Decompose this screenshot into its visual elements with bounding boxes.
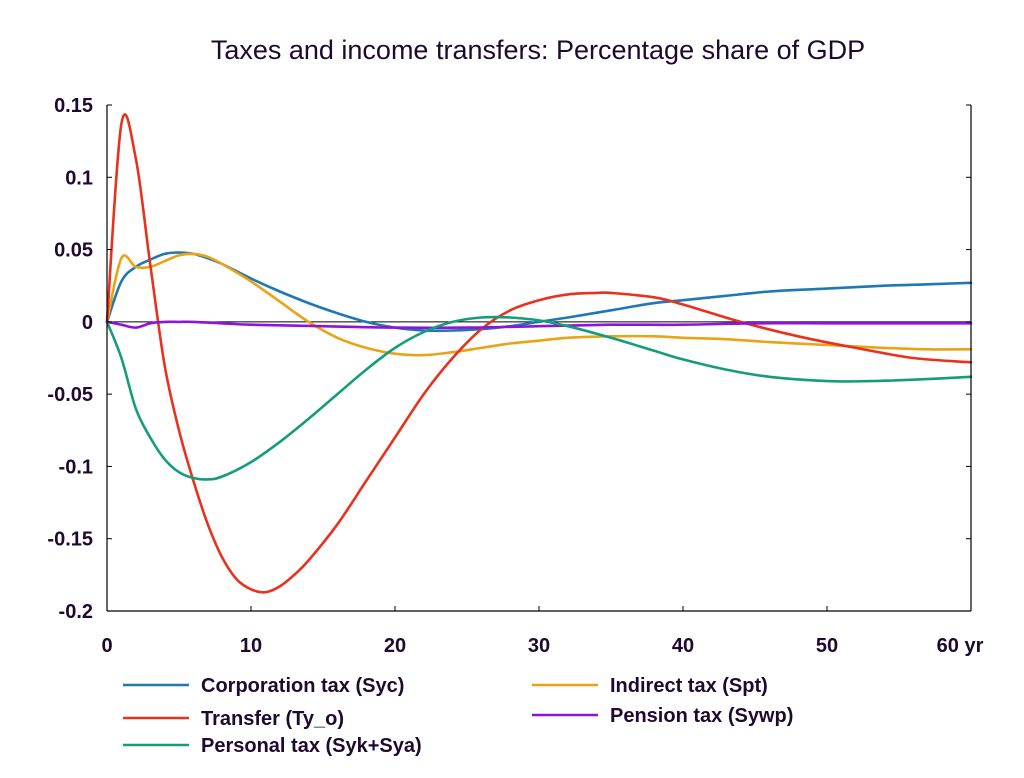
x-tick-label: 0: [101, 635, 112, 657]
legend-label-4: Pension tax (Sywp): [610, 705, 793, 727]
legend: Corporation tax (Syc) Indirect tax (Spt) T…: [123, 675, 793, 757]
legend-label-2: Indirect tax (Spt): [610, 675, 768, 697]
x-tick-label: 20: [384, 635, 406, 657]
plot-area: [105, 113, 973, 594]
series-line-2: [105, 252, 973, 357]
x-tick-label: 50: [816, 635, 838, 657]
x-tick-label: 60 yr: [937, 635, 984, 657]
y-tick-label: -0.1: [59, 456, 93, 478]
legend-label-5: Personal tax (Syk+Sya): [201, 735, 422, 757]
y-tick-label: -0.2: [59, 601, 93, 623]
y-tick-label: 0.15: [54, 95, 93, 117]
y-tick-label: 0.1: [65, 167, 93, 189]
y-tick-label: -0.05: [47, 384, 93, 406]
series-line-3: [105, 113, 973, 594]
series-line-4: [105, 320, 973, 330]
series-line-1: [105, 251, 973, 333]
y-tick-label: 0.05: [54, 240, 93, 262]
series-line-5: [105, 315, 973, 481]
legend-label-1: Corporation tax (Syc): [201, 675, 404, 697]
x-tick-label: 30: [528, 635, 550, 657]
y-tick-label: 0: [82, 312, 93, 334]
axes: 0.15 0.1 0.05 0 -0.05 -0.1 -0.15 -0.2 0 10 20 30 40 5…: [47, 95, 983, 657]
y-tick-label: -0.15: [47, 529, 93, 551]
x-tick-label: 10: [240, 635, 262, 657]
x-tick-label: 40: [672, 635, 694, 657]
chart-title: Taxes and income transfers: Percentage s…: [211, 35, 865, 65]
legend-label-3: Transfer (Ty_o): [201, 708, 344, 730]
